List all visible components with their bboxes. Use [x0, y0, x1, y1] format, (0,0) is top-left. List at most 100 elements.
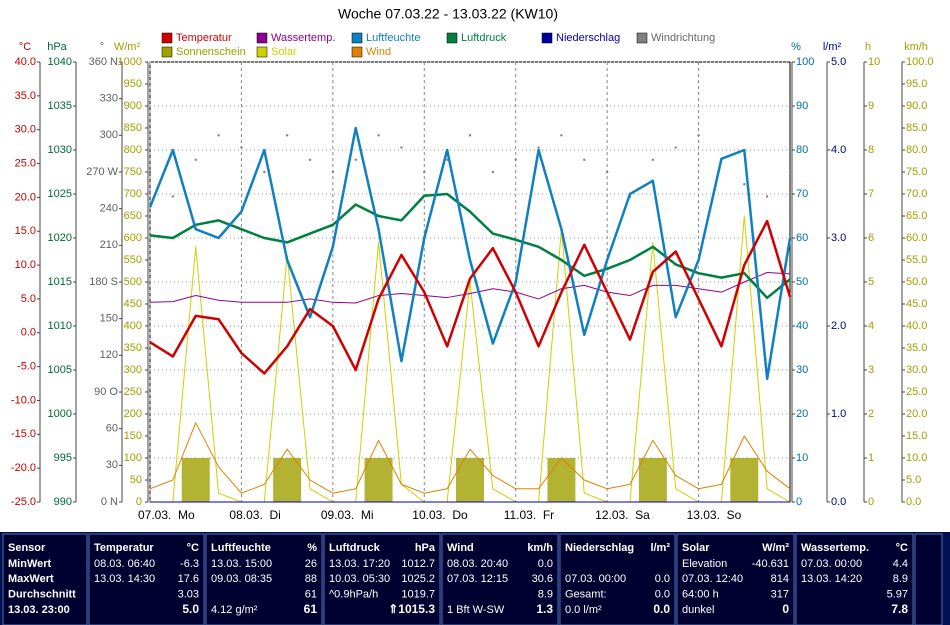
y-tick-label: 35.0 — [906, 342, 927, 354]
y-tick-label: 8 — [868, 144, 874, 156]
y-tick-label: 60 — [106, 423, 118, 435]
series-bar — [730, 458, 759, 502]
series-dot — [445, 158, 449, 161]
row-value: 0 — [782, 602, 789, 616]
series-line — [148, 126, 792, 381]
row-value: 30.6 — [532, 573, 553, 585]
series-bar — [181, 458, 210, 502]
row-value: -6.3 — [180, 558, 199, 570]
y-tick-label: 150 — [124, 430, 142, 442]
y-tick-label: 270 W — [86, 166, 118, 178]
y-tick-label: 9 — [868, 100, 874, 112]
x-tick-label: 13.03. So — [687, 508, 742, 522]
y-tick-label: -20.0 — [11, 462, 36, 474]
legend-swatch — [636, 32, 648, 44]
y-tick-label: 10.0 — [906, 452, 927, 464]
y-tick-label: 50 — [130, 474, 142, 486]
legend-label: Wind — [366, 46, 391, 58]
y-tick-label: 500 — [124, 276, 142, 288]
series-dot — [217, 134, 220, 137]
panel-unit: l/m² — [650, 542, 670, 554]
legend-label: Windrichtung — [651, 32, 715, 44]
panel-unit: hPa — [415, 542, 436, 554]
series-dot — [377, 134, 380, 137]
panel-title: Wassertemp. — [801, 542, 869, 554]
y-tick-label: 700 — [124, 188, 142, 200]
y-tick-label: 80 — [796, 144, 808, 156]
y-tick-label: -10.0 — [11, 394, 36, 406]
y-tick-label: 800 — [124, 144, 142, 156]
y-tick-label: 50.0 — [906, 276, 927, 288]
y-tick-label: 5 — [868, 276, 874, 288]
row-value: ⇑1015.3 — [388, 602, 435, 616]
y-tick-label: 35.0 — [15, 90, 36, 102]
y-tick-label: 850 — [124, 122, 142, 134]
y-tick-label: -15.0 — [11, 428, 36, 440]
legend-label: Temperatur — [176, 32, 232, 44]
y-tick-label: 95.0 — [906, 78, 927, 90]
row-value: 5.0 — [182, 602, 199, 616]
legend-label: Solar — [271, 46, 297, 58]
row-label: MaxWert — [8, 573, 54, 585]
panel-title: Niederschlag — [565, 542, 634, 554]
table-end — [914, 533, 943, 625]
row-label: ^0.9hPa/h — [329, 589, 378, 601]
row-label: 13.03. 15:00 — [211, 558, 272, 570]
series-dot — [605, 170, 609, 174]
row-value: 1025.2 — [401, 573, 435, 585]
y-tick-label: 2 — [868, 408, 874, 420]
axis-unit: W/m² — [114, 41, 141, 53]
row-label: dunkel — [682, 604, 714, 616]
y-tick-label: 1.0 — [831, 408, 846, 420]
y-tick-label: 4 — [868, 320, 874, 332]
series-dot — [194, 158, 197, 161]
table-panel — [2, 533, 88, 625]
y-tick-label: 1010 — [48, 320, 72, 332]
row-label: 08.03. 06:40 — [94, 558, 155, 570]
y-tick-label: 1015 — [48, 276, 72, 288]
y-tick-label: 100 — [796, 56, 814, 68]
row-value: 61 — [305, 589, 317, 601]
y-tick-label: 750 — [124, 166, 142, 178]
y-tick-label: 3.0 — [831, 232, 846, 244]
series-dot — [240, 146, 243, 149]
series-line — [149, 272, 791, 304]
series-dot — [308, 158, 312, 161]
y-tick-label: 150 — [100, 313, 118, 325]
y-tick-label: 900 — [124, 100, 142, 112]
y-tick-label: 350 — [124, 342, 142, 354]
y-tick-label: 990 — [54, 496, 72, 508]
legend-label: Luftdruck — [461, 32, 507, 44]
y-tick-label: 25.0 — [906, 386, 927, 398]
y-tick-label: 330 — [100, 93, 118, 105]
row-value: 5.97 — [887, 589, 908, 601]
y-tick-label: 1 — [868, 452, 874, 464]
series-dot — [514, 158, 517, 161]
series-dot — [788, 170, 792, 174]
panel-title: Wind — [447, 542, 474, 554]
row-value: 0.0 — [653, 602, 670, 616]
row-value: 8.9 — [538, 589, 553, 601]
legend-swatch — [161, 46, 173, 58]
y-tick-label: 40.0 — [906, 320, 927, 332]
y-tick-label: 0.0 — [906, 496, 921, 508]
y-tick-label: 3 — [868, 364, 874, 376]
row-label: MinWert — [8, 558, 52, 570]
panel-title: Luftdruck — [329, 542, 381, 554]
row-label: 07.03. 12:15 — [447, 573, 508, 585]
y-tick-label: 10.0 — [15, 259, 36, 271]
y-tick-label: 0.0 — [831, 496, 846, 508]
panel-unit: °C — [896, 542, 908, 554]
y-tick-label: 10 — [868, 56, 880, 68]
y-tick-label: 85.0 — [906, 122, 927, 134]
row-label: 0.0 l/m² — [565, 604, 602, 616]
y-tick-label: 75.0 — [906, 166, 927, 178]
panel-unit: km/h — [527, 542, 553, 554]
series-line — [149, 422, 791, 494]
y-tick-label: 20 — [796, 408, 808, 420]
y-tick-label: 10 — [796, 452, 808, 464]
row-label: Elevation — [682, 558, 727, 570]
y-tick-label: 30.0 — [15, 124, 36, 136]
legend-swatch — [256, 32, 268, 44]
